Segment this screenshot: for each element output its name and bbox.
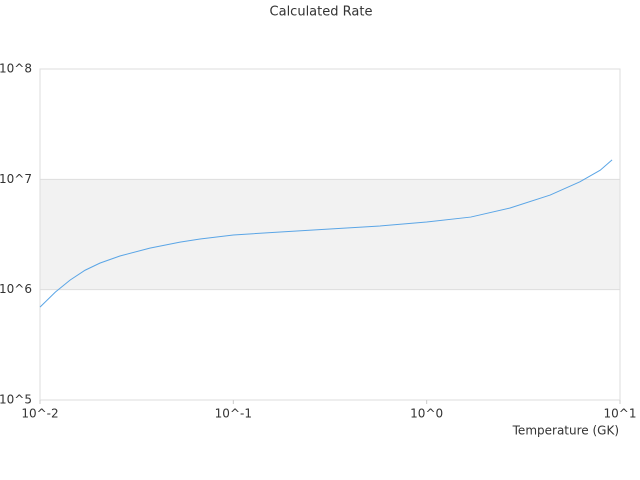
y-tick-label: 10^8 xyxy=(0,62,32,76)
x-tick-label: 10^0 xyxy=(410,407,443,421)
y-tick-label: 10^6 xyxy=(0,282,32,296)
x-tick-label: 10^-1 xyxy=(215,407,252,421)
x-axis-label: Temperature (GK) xyxy=(512,424,619,438)
chart-title: Calculated Rate xyxy=(270,5,373,20)
band xyxy=(40,179,620,290)
y-tick-label: 10^5 xyxy=(0,393,32,407)
x-tick-label: 10^-2 xyxy=(21,407,58,421)
line xyxy=(39,159,613,308)
x-tick-label: 10^1 xyxy=(604,407,637,421)
y-tick-label: 10^7 xyxy=(0,172,32,186)
